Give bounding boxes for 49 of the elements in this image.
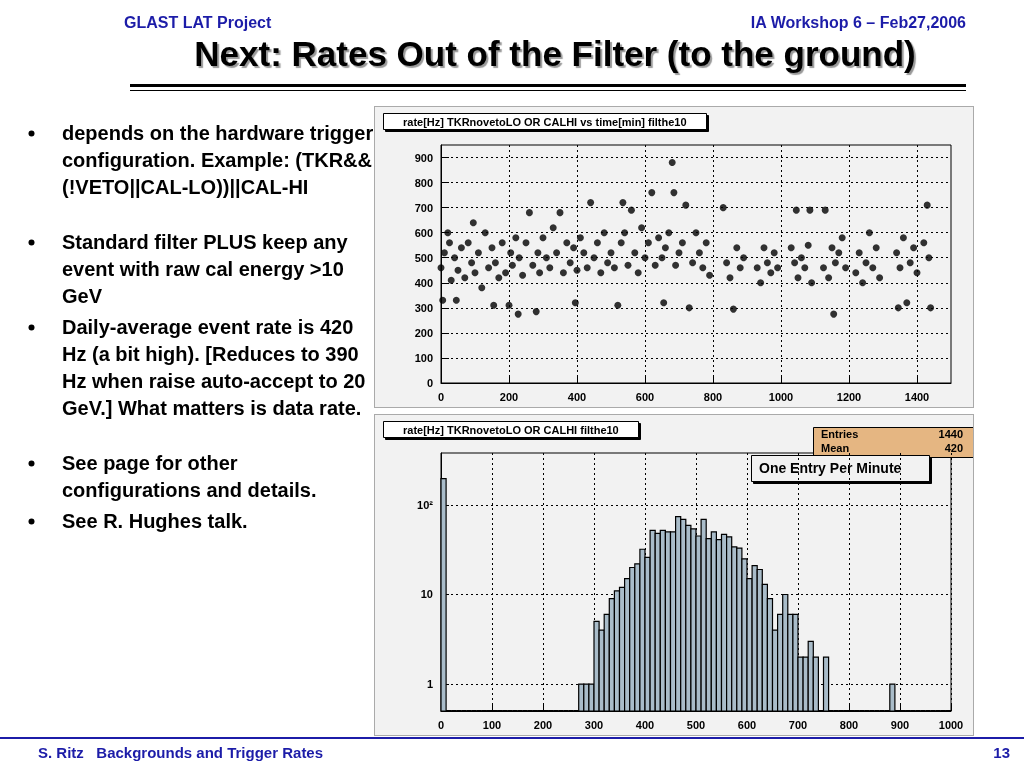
x-tick-label: 500 <box>686 718 706 731</box>
text: Entries <box>821 427 859 440</box>
x-tick-label: 800 <box>839 718 859 731</box>
x-tick-label: 1200 <box>836 390 862 403</box>
text: S. Ritz Backgrounds and Trigger Rates <box>38 744 324 761</box>
y-tick-label: 600 <box>414 226 433 239</box>
text: Next: Rates Out of the Filter (to the ground) <box>193 34 917 74</box>
text: Daily-average event rate is 420 Hz (a bit high). [Reduces to 390 Hz when raise auto-accept to 20 GeV.] What matters is data rate. <box>61 315 367 421</box>
x-tick-label: 900 <box>890 718 910 731</box>
x-tick-label: 1400 <box>904 390 930 403</box>
x-tick-label: 0 <box>437 718 445 731</box>
text: GLAST LAT Project <box>124 14 272 32</box>
x-tick-label: 400 <box>635 718 655 731</box>
x-tick-label: 800 <box>703 390 723 403</box>
y-tick-label: 300 <box>414 301 433 314</box>
annotation: 420 <box>944 441 964 454</box>
y-tick-label: 10 <box>420 588 433 601</box>
y-tick-label: 700 <box>414 201 433 214</box>
annotation: One Entry Per Minute <box>759 460 902 476</box>
text: See R. Hughes talk. <box>61 509 249 534</box>
y-tick-label: 100 <box>414 351 433 364</box>
y-tick-label: 400 <box>414 276 433 289</box>
y-tick-label: 500 <box>414 251 433 264</box>
text: 1440 <box>938 427 964 440</box>
y-tick-label: 10² <box>417 498 434 511</box>
x-tick-label: 200 <box>533 718 553 731</box>
x-tick-label: 600 <box>737 718 757 731</box>
text: Standard filter PLUS keep any event with raw cal energy >10 GeV <box>61 230 349 309</box>
y-tick-label: 200 <box>414 326 433 339</box>
annotation: Mean <box>821 441 850 454</box>
y-tick-label: 900 <box>414 151 433 164</box>
x-tick-label: 700 <box>788 718 808 731</box>
text: depends on the hardware trigger configuration. Example: (TKR&&(!VETO||CAL-LO))||CAL-HI <box>61 121 374 200</box>
chart-title: rate[Hz] TKRnovetoLO OR CALHI vs time[min] filthe10 <box>403 115 687 128</box>
x-tick-label: 1000 <box>938 718 964 731</box>
y-tick-label: 0 <box>426 377 433 389</box>
x-tick-label: 600 <box>635 390 655 403</box>
y-tick-label: 800 <box>414 176 433 189</box>
x-tick-label: 100 <box>482 718 502 731</box>
text: IA Workshop 6 – Feb27,2006 <box>750 14 966 32</box>
chart-title: rate[Hz] TKRnovetoLO OR CALHI filthe10 <box>403 423 619 436</box>
x-tick-label: 200 <box>499 390 519 403</box>
y-tick-label: 1 <box>426 678 433 691</box>
x-tick-label: 300 <box>584 718 604 731</box>
x-tick-label: 1000 <box>768 390 794 403</box>
x-tick-label: 0 <box>437 390 445 403</box>
x-tick-label: 400 <box>567 390 587 403</box>
text: 13 <box>993 744 1010 761</box>
text: See page for other configurations and details. <box>61 451 318 503</box>
